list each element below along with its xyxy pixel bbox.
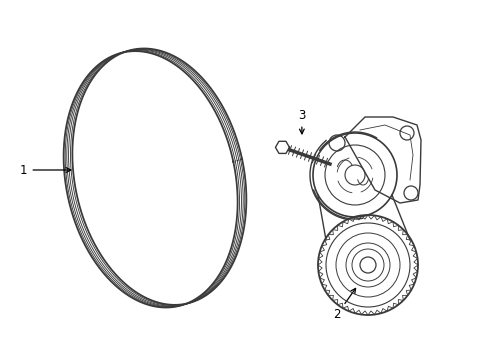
Text: 3: 3 — [297, 108, 305, 134]
Text: 1: 1 — [20, 163, 71, 176]
Text: 2: 2 — [332, 288, 355, 321]
